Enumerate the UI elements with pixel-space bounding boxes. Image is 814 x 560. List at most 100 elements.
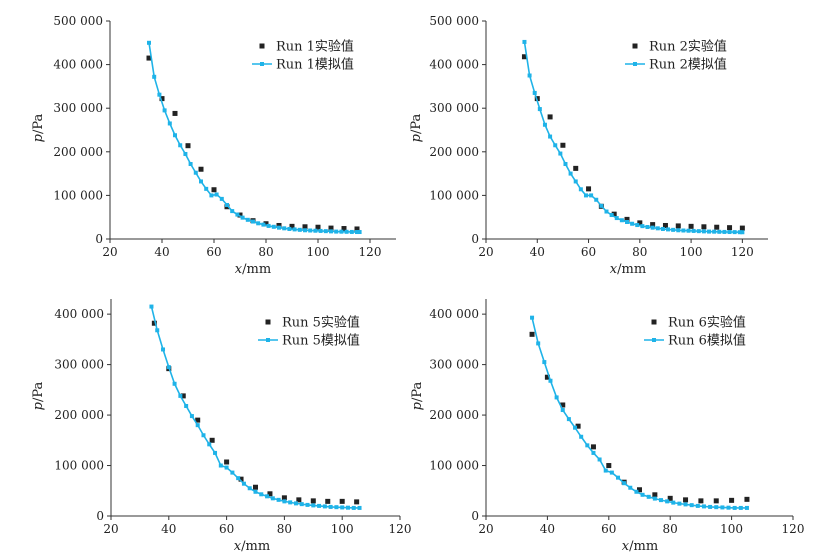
data-point-simulation <box>303 228 307 233</box>
data-point-experiment <box>675 223 681 229</box>
data-point-simulation <box>305 502 310 507</box>
data-point-simulation <box>737 230 742 235</box>
data-point-simulation <box>591 450 596 455</box>
data-point-simulation <box>566 417 571 422</box>
data-point-experiment <box>624 216 630 222</box>
data-point-simulation <box>732 505 737 510</box>
x-tick-label: 80 <box>663 522 678 536</box>
y-tick-label: 100 000 <box>429 459 479 473</box>
data-point-simulation <box>173 133 177 138</box>
data-point-simulation <box>744 505 749 510</box>
y-tick-label: 400 000 <box>429 58 479 72</box>
data-point-simulation <box>640 492 645 497</box>
data-point-simulation <box>573 425 578 430</box>
data-point-simulation <box>537 107 542 112</box>
y-axis-label: p/Pa <box>410 381 425 410</box>
data-point-experiment <box>281 495 287 501</box>
legend-label: Run 1模拟值 <box>276 57 354 73</box>
data-point-experiment <box>263 221 269 227</box>
data-point-experiment <box>739 225 745 231</box>
data-point-experiment <box>547 114 553 120</box>
x-tick-label: 60 <box>206 245 221 259</box>
x-tick-label: 80 <box>258 245 273 259</box>
data-point-experiment <box>302 224 308 230</box>
data-point-experiment <box>296 497 302 503</box>
data-point-simulation <box>157 92 162 97</box>
data-point-simulation <box>568 171 573 176</box>
data-point-experiment <box>727 225 733 231</box>
x-tick-label: 20 <box>478 522 493 536</box>
data-point-simulation <box>270 496 275 501</box>
data-point-simulation <box>253 489 258 494</box>
x-tick-label: 120 <box>389 522 412 536</box>
data-point-simulation <box>299 502 304 507</box>
data-point-simulation <box>224 465 229 470</box>
data-point-simulation <box>292 227 297 232</box>
data-point-simulation <box>199 179 203 184</box>
data-point-simulation <box>351 505 356 510</box>
data-point-experiment <box>637 220 643 226</box>
data-point-experiment <box>354 226 360 232</box>
data-point-experiment <box>650 222 656 228</box>
y-tick-label: 400 000 <box>429 307 479 321</box>
data-point-experiment <box>209 437 215 443</box>
x-tick-label: 20 <box>478 245 493 259</box>
data-point-experiment <box>667 495 673 501</box>
data-point-experiment <box>151 320 157 326</box>
data-point-experiment <box>195 417 201 423</box>
data-point-experiment <box>560 402 566 408</box>
data-point-simulation <box>195 423 200 428</box>
data-point-experiment <box>198 166 204 172</box>
legend-swatch-marker <box>259 43 265 49</box>
data-point-simulation <box>614 216 619 221</box>
data-point-experiment <box>328 225 334 231</box>
data-point-simulation <box>183 151 188 156</box>
chart-panel-4: 20 40 60 80 100 120 0 100 000 200 000 300 000 400 … <box>410 299 804 554</box>
data-point-simulation <box>650 225 655 230</box>
data-point-simulation <box>665 499 670 504</box>
data-point-simulation <box>573 179 578 184</box>
data-point-simulation <box>214 192 219 197</box>
y-tick-label: 200 000 <box>429 408 479 422</box>
legend-swatch-marker <box>260 62 264 66</box>
data-point-simulation <box>313 228 318 233</box>
data-point-simulation <box>152 74 157 79</box>
data-point-simulation <box>655 226 660 231</box>
data-point-simulation <box>609 470 614 475</box>
data-point-simulation <box>213 450 218 455</box>
data-point-experiment <box>637 487 642 493</box>
y-tick-label: 200 000 <box>54 408 104 422</box>
data-point-simulation <box>241 481 246 486</box>
data-point-simulation <box>578 187 583 192</box>
data-point-simulation <box>219 196 224 201</box>
data-point-simulation <box>542 122 547 127</box>
data-point-simulation <box>247 486 252 491</box>
data-point-simulation <box>630 221 635 226</box>
data-point-simulation <box>357 230 362 235</box>
y-tick-label: 0 <box>95 232 103 246</box>
data-point-simulation <box>218 463 223 468</box>
y-tick-label: 300 000 <box>429 101 479 115</box>
data-point-simulation <box>671 500 676 505</box>
data-point-simulation <box>720 505 725 510</box>
legend-label: Run 6实验值 <box>668 315 746 331</box>
legend-label: Run 2实验值 <box>649 39 727 55</box>
data-point-experiment <box>688 223 694 229</box>
y-tick-label: 100 000 <box>429 188 479 202</box>
data-point-simulation <box>349 229 354 234</box>
legend-label: Run 6模拟值 <box>668 333 746 349</box>
data-point-simulation <box>522 39 527 44</box>
data-point-experiment <box>146 55 152 61</box>
data-point-simulation <box>162 108 167 113</box>
data-point-simulation <box>585 443 590 448</box>
y-tick-label: 0 <box>471 509 479 523</box>
data-point-simulation <box>689 503 694 508</box>
data-point-simulation <box>554 395 559 400</box>
legend-swatch-marker <box>633 62 637 66</box>
data-point-simulation <box>738 505 743 510</box>
x-tick-label: 40 <box>161 522 176 536</box>
data-point-simulation <box>207 442 212 447</box>
data-point-simulation <box>261 222 266 227</box>
data-point-simulation <box>323 229 328 234</box>
x-tick-label: 80 <box>632 245 647 259</box>
